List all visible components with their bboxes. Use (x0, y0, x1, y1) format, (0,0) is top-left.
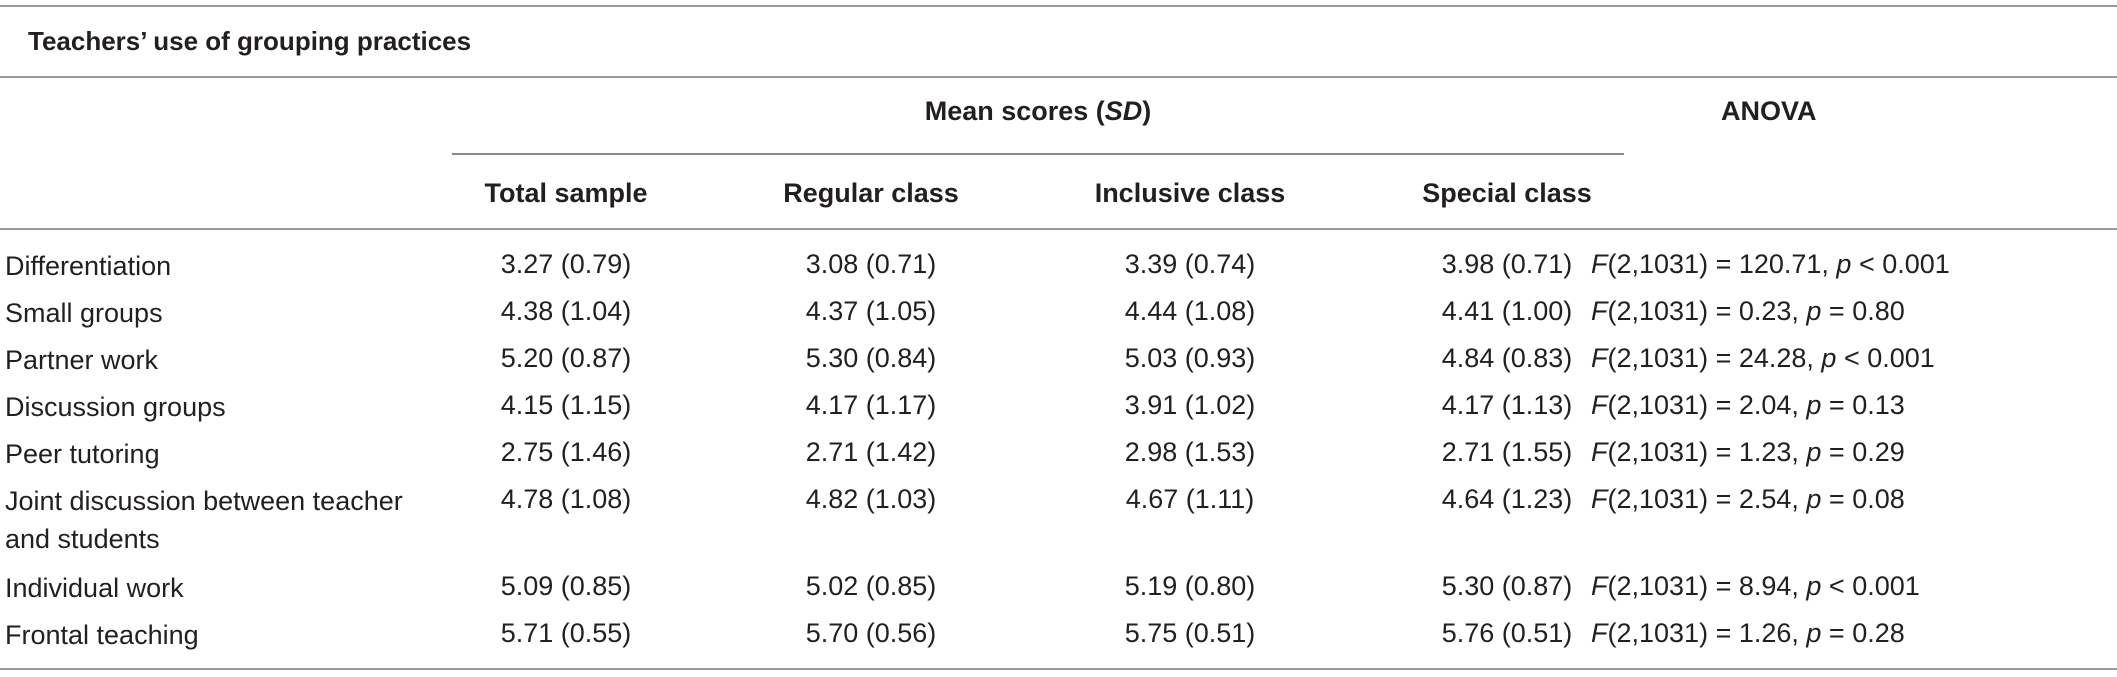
row-label: Discussion groups (5, 392, 226, 422)
row-label: Joint discussion between teacher and stu… (5, 486, 403, 554)
group-header-rule (452, 153, 1624, 155)
cell-total-sample: 4.15 (1.15) (500, 390, 632, 420)
cell-regular-class: 4.17 (1.17) (805, 390, 937, 420)
anova-p-text: < 0.001 (1836, 343, 1935, 373)
cell-special-class: 3.98 (0.71) (1441, 249, 1573, 279)
f-symbol: F (1591, 343, 1608, 373)
anova-p-text: = 0.08 (1821, 484, 1905, 514)
cell-inclusive-class: 5.03 (0.93) (1124, 343, 1256, 373)
cell-total-sample: 4.38 (1.04) (500, 296, 632, 326)
cell-inclusive-class: 4.67 (1.11) (1125, 484, 1255, 514)
p-symbol: p (1806, 571, 1822, 601)
anova-f-text: (2,1031) = 1.23, (1607, 437, 1807, 467)
cell-regular-class: 2.71 (1.42) (805, 437, 937, 467)
table-caption: Teachers’ use of grouping practices (28, 26, 472, 56)
cell-special-class: 4.84 (0.83) (1441, 343, 1573, 373)
cell-regular-class: 5.70 (0.56) (805, 618, 937, 648)
f-symbol: F (1591, 484, 1608, 514)
cell-special-class: 2.71 (1.55) (1441, 437, 1573, 467)
f-symbol: F (1591, 571, 1608, 601)
row-label: Frontal teaching (5, 620, 199, 650)
anova-p-text: = 0.28 (1821, 618, 1905, 648)
p-symbol: p (1821, 343, 1837, 373)
cell-anova: F(2,1031) = 1.26, p = 0.28 (1591, 618, 1905, 649)
anova-f-text: (2,1031) = 2.04, (1607, 390, 1807, 420)
anova-f-text: (2,1031) = 24.28, (1607, 343, 1822, 373)
f-symbol: F (1591, 390, 1608, 420)
p-symbol: p (1806, 437, 1822, 467)
row-label: Differentiation (5, 251, 172, 281)
cell-anova: F(2,1031) = 8.94, p < 0.001 (1591, 571, 1920, 602)
cell-regular-class: 4.37 (1.05) (805, 296, 937, 326)
cell-anova: F(2,1031) = 0.23, p = 0.80 (1591, 296, 1905, 327)
row-label: Individual work (5, 573, 184, 603)
caption-rule (0, 76, 2117, 78)
row-label: Small groups (5, 298, 163, 328)
p-symbol: p (1806, 390, 1822, 420)
row-label: Peer tutoring (5, 439, 160, 469)
cell-special-class: 4.64 (1.23) (1441, 484, 1573, 514)
table-bottom-rule (0, 668, 2117, 670)
cell-anova: F(2,1031) = 2.04, p = 0.13 (1591, 390, 1905, 421)
p-symbol: p (1836, 249, 1852, 279)
cell-inclusive-class: 3.39 (0.74) (1124, 249, 1256, 279)
cell-inclusive-class: 4.44 (1.08) (1124, 296, 1256, 326)
column-header-total-sample: Total sample (484, 178, 648, 208)
cell-regular-class: 5.02 (0.85) (805, 571, 937, 601)
anova-f-text: (2,1031) = 120.71, (1607, 249, 1837, 279)
cell-inclusive-class: 2.98 (1.53) (1124, 437, 1256, 467)
header-mean-scores-text: Mean scores ( (924, 96, 1105, 126)
cell-inclusive-class: 5.19 (0.80) (1124, 571, 1256, 601)
f-symbol: F (1591, 618, 1608, 648)
cell-inclusive-class: 5.75 (0.51) (1124, 618, 1256, 648)
f-symbol: F (1591, 437, 1608, 467)
cell-regular-class: 5.30 (0.84) (805, 343, 937, 373)
row-label: Partner work (5, 345, 159, 375)
anova-p-text: = 0.13 (1821, 390, 1905, 420)
column-header-special-class: Special class (1422, 178, 1592, 208)
cell-special-class: 5.76 (0.51) (1441, 618, 1573, 648)
cell-total-sample: 5.20 (0.87) (500, 343, 632, 373)
header-mean-scores-close: ) (1142, 96, 1152, 126)
cell-inclusive-class: 3.91 (1.02) (1124, 390, 1256, 420)
cell-anova: F(2,1031) = 2.54, p = 0.08 (1591, 484, 1905, 515)
anova-p-text: < 0.001 (1851, 249, 1950, 279)
header-rule (0, 228, 2117, 230)
p-symbol: p (1806, 296, 1822, 326)
table-top-rule (0, 5, 2117, 7)
column-header-inclusive-class: Inclusive class (1094, 178, 1286, 208)
f-symbol: F (1591, 296, 1608, 326)
p-symbol: p (1806, 618, 1822, 648)
cell-regular-class: 3.08 (0.71) (805, 249, 937, 279)
anova-f-text: (2,1031) = 2.54, (1607, 484, 1807, 514)
anova-f-text: (2,1031) = 0.23, (1607, 296, 1807, 326)
f-symbol: F (1591, 249, 1608, 279)
cell-special-class: 5.30 (0.87) (1441, 571, 1573, 601)
anova-f-text: (2,1031) = 8.94, (1607, 571, 1807, 601)
cell-total-sample: 5.71 (0.55) (500, 618, 632, 648)
cell-regular-class: 4.82 (1.03) (805, 484, 937, 514)
cell-anova: F(2,1031) = 120.71, p < 0.001 (1591, 249, 1950, 280)
p-symbol: p (1806, 484, 1822, 514)
cell-special-class: 4.41 (1.00) (1441, 296, 1573, 326)
anova-p-text: = 0.29 (1821, 437, 1905, 467)
anova-p-text: < 0.001 (1821, 571, 1920, 601)
header-mean-scores: Mean scores (SD) (925, 96, 1152, 127)
anova-f-text: (2,1031) = 1.26, (1607, 618, 1807, 648)
header-sd: SD (1104, 96, 1143, 126)
cell-total-sample: 5.09 (0.85) (500, 571, 632, 601)
cell-anova: F(2,1031) = 1.23, p = 0.29 (1591, 437, 1905, 468)
cell-special-class: 4.17 (1.13) (1441, 390, 1573, 420)
cell-total-sample: 3.27 (0.79) (500, 249, 632, 279)
header-anova: ANOVA (1721, 96, 1817, 126)
cell-anova: F(2,1031) = 24.28, p < 0.001 (1591, 343, 1935, 374)
cell-total-sample: 2.75 (1.46) (500, 437, 632, 467)
anova-p-text: = 0.80 (1821, 296, 1905, 326)
column-header-regular-class: Regular class (783, 178, 959, 208)
cell-total-sample: 4.78 (1.08) (500, 484, 632, 514)
